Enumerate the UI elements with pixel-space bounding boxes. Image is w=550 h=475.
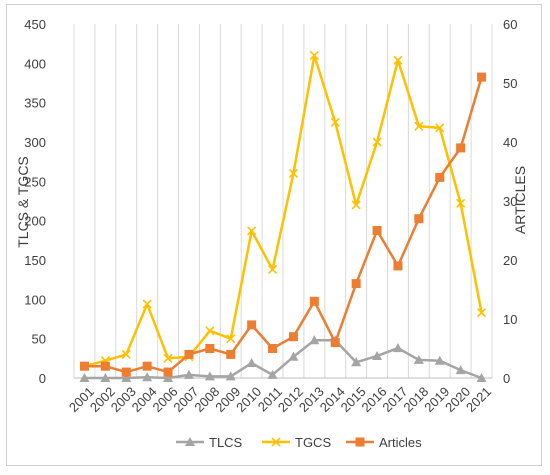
legend: TLCS TGCS Articles <box>176 435 422 450</box>
data-point <box>372 137 382 147</box>
legend-item-articles: Articles <box>346 435 422 450</box>
y-left-tick-label: 300 <box>24 135 46 150</box>
legend-label: Articles <box>379 435 422 450</box>
legend-label: TLCS <box>209 435 243 450</box>
data-point <box>142 299 152 309</box>
data-point <box>267 369 278 379</box>
x-axis-ticks: 2001200220032004200620072008200920102011… <box>66 384 494 415</box>
data-point <box>456 143 466 153</box>
right-axis-ticks: 0 10 20 30 40 50 60 <box>503 17 517 386</box>
data-point <box>414 214 424 224</box>
data-point <box>121 349 131 359</box>
y-right-tick-label: 10 <box>503 312 517 327</box>
data-point <box>435 172 445 182</box>
y-right-tick-label: 0 <box>503 371 510 386</box>
data-point <box>163 367 173 377</box>
y-axis-right-label: ARTICLES <box>512 166 528 234</box>
data-point <box>455 365 466 375</box>
data-point <box>393 261 403 271</box>
y-left-tick-label: 100 <box>24 292 46 307</box>
data-point <box>476 308 487 318</box>
data-point <box>226 349 236 359</box>
data-point <box>309 296 319 306</box>
series-line <box>84 338 482 380</box>
legend-item-tlcs: TLCS <box>176 435 243 450</box>
y-right-tick-label: 50 <box>503 76 517 91</box>
data-point <box>267 264 278 275</box>
y-left-tick-label: 150 <box>24 253 46 268</box>
data-point <box>330 338 340 348</box>
data-point <box>185 437 195 446</box>
grid-lines <box>73 24 493 378</box>
series-layer <box>79 50 487 382</box>
data-point <box>309 335 320 345</box>
x-tick-label: 2021 <box>463 384 494 415</box>
y-left-tick-label: 0 <box>39 371 46 386</box>
y-right-tick-label: 60 <box>503 17 517 32</box>
data-point <box>163 353 173 363</box>
data-point <box>205 344 215 353</box>
y-left-tick-label: 200 <box>24 214 46 229</box>
left-axis-ticks: 0 50 100 150 200 250 300 350 400 450 <box>24 17 46 386</box>
series-articles <box>79 72 487 377</box>
data-point <box>372 226 382 235</box>
data-point <box>288 168 299 179</box>
data-point <box>477 72 487 82</box>
series-line <box>84 54 483 368</box>
data-point <box>79 361 89 371</box>
data-point <box>268 344 278 353</box>
data-point <box>351 279 361 289</box>
data-point <box>434 355 445 365</box>
data-point <box>414 121 424 131</box>
data-point <box>79 373 90 382</box>
data-point <box>435 123 445 133</box>
data-point <box>330 117 340 127</box>
data-point <box>351 357 362 367</box>
data-point <box>205 326 215 336</box>
data-point <box>351 200 361 210</box>
data-point <box>271 437 281 447</box>
legend-label: TGCS <box>295 435 331 450</box>
data-point <box>142 361 152 371</box>
y-right-tick-label: 40 <box>503 135 517 150</box>
data-point <box>476 373 487 382</box>
data-point <box>393 55 403 65</box>
data-point <box>163 373 174 382</box>
data-point <box>246 358 257 368</box>
data-point <box>247 320 257 330</box>
data-point <box>247 226 257 236</box>
data-point <box>204 371 215 381</box>
data-point <box>288 332 298 342</box>
legend-item-tgcs: TGCS <box>262 435 331 450</box>
data-point <box>309 50 319 61</box>
data-point <box>288 351 299 361</box>
y-axis-left-label: TLCS & TGCS <box>15 156 31 248</box>
y-right-tick-label: 20 <box>503 253 517 268</box>
y-left-tick-label: 450 <box>24 17 46 32</box>
y-left-tick-label: 50 <box>32 332 46 347</box>
data-point <box>413 354 424 364</box>
chart-frame <box>6 4 542 466</box>
data-point <box>355 437 365 447</box>
data-point <box>100 361 110 371</box>
data-point <box>121 367 131 377</box>
data-point <box>392 343 403 353</box>
data-point <box>183 369 194 379</box>
y-left-tick-label: 400 <box>24 56 46 71</box>
data-point <box>456 198 466 208</box>
data-point <box>100 373 111 382</box>
data-point <box>225 371 236 381</box>
y-right-tick-label: 30 <box>503 194 517 209</box>
y-left-tick-label: 350 <box>24 96 46 111</box>
data-point <box>142 372 153 382</box>
data-point <box>121 373 132 382</box>
data-point <box>226 334 236 344</box>
data-point <box>184 349 194 359</box>
data-point <box>372 350 383 360</box>
y-left-tick-label: 250 <box>24 174 46 189</box>
